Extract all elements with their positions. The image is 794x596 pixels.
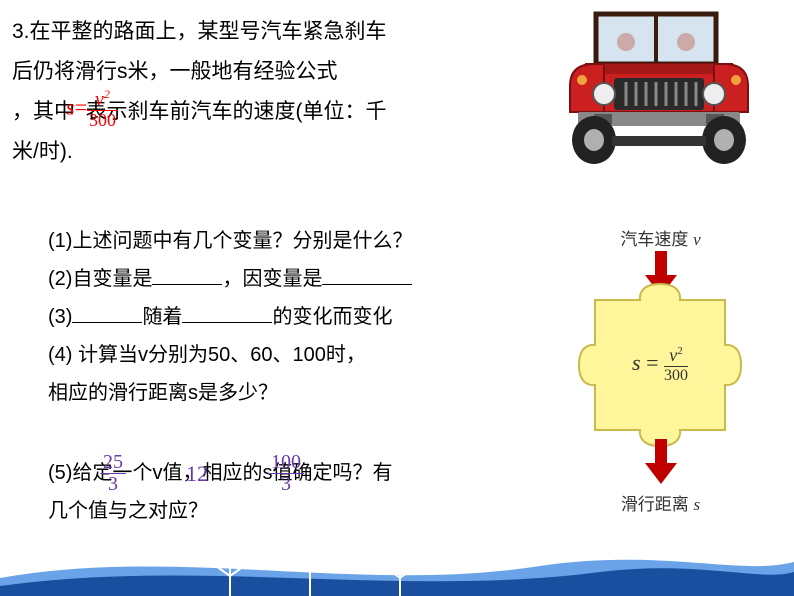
problem-line3-mid: 表示刹车前汽车的速度(单位：千 xyxy=(86,100,387,123)
flow-diagram: 汽车速度 v s = v2 300 滑行距离 s xyxy=(553,225,768,515)
problem-line1: 在平整的路面上，某型号汽车紧急刹车 xyxy=(30,20,387,43)
formula-s: s xyxy=(66,94,75,119)
formula-den: 300 xyxy=(87,111,118,131)
q3-pre: (3) xyxy=(48,306,72,328)
formula-fraction: v2 300 xyxy=(87,88,118,130)
diagram-formula: s = v2 300 xyxy=(575,345,745,385)
question-5-line2: 几个值与之对应？ xyxy=(48,495,528,527)
answer-3-num: 100 xyxy=(268,452,304,474)
q3-blank2 xyxy=(182,322,272,323)
diag-formula-sup: 2 xyxy=(677,345,683,357)
problem-line4: 米/时). xyxy=(12,140,73,163)
diag-formula-eq: = xyxy=(641,350,664,375)
footer-decoration xyxy=(0,536,794,596)
answer-1: 25 3 xyxy=(100,452,126,495)
formula-sup: 2 xyxy=(104,87,110,101)
answer-3-den: 3 xyxy=(268,474,304,495)
problem-line2: 后仍将滑行s米，一般地有经验公式 xyxy=(12,60,338,83)
question-2: (2)自变量是 ，因变量是 xyxy=(48,263,528,295)
diagram-label-input: 汽车速度 v xyxy=(553,225,768,250)
jeep-image xyxy=(550,8,770,173)
diag-formula-den: 300 xyxy=(664,367,688,385)
question-3: (3) 随着 的变化而变化 xyxy=(48,301,528,333)
answer-2: 12 xyxy=(186,461,208,487)
formula-eq: = xyxy=(75,94,87,119)
answer-3: 100 3 xyxy=(268,452,304,495)
q2-blank2 xyxy=(322,284,412,285)
q2-pre: (2)自变量是 xyxy=(48,268,152,290)
answer-1-den: 3 xyxy=(100,474,126,495)
formula-num: v xyxy=(95,89,104,111)
answer-1-num: 25 xyxy=(100,452,126,474)
problem-number: 3. xyxy=(12,20,30,43)
diagram-label-output: 滑行距离 s xyxy=(553,490,768,515)
q2-mid: ，因变量是 xyxy=(222,268,322,290)
question-4-line1: (4) 计算当v分别为50、60、100时， xyxy=(48,339,528,371)
answers-row: 25 3 12 100 3 xyxy=(100,452,304,495)
q2-blank1 xyxy=(152,284,222,285)
q3-post: 的变化而变化 xyxy=(272,306,392,328)
q3-mid: 随着 xyxy=(142,306,182,328)
diag-bot-var: s xyxy=(694,495,701,514)
diag-top-var: v xyxy=(693,230,701,249)
question-4-line2: 相应的滑行距离s是多少？ xyxy=(48,377,528,409)
q3-blank1 xyxy=(72,322,142,323)
diag-formula-s: s xyxy=(632,350,641,375)
velocity-formula: s= v2 300 xyxy=(66,88,118,130)
diag-bot-pre: 滑行距离 xyxy=(621,495,694,514)
arrow-down-bottom-icon xyxy=(645,439,677,484)
question-1: (1)上述问题中有几个变量？分别是什么？ xyxy=(48,225,528,257)
diag-top-pre: 汽车速度 xyxy=(620,230,693,249)
